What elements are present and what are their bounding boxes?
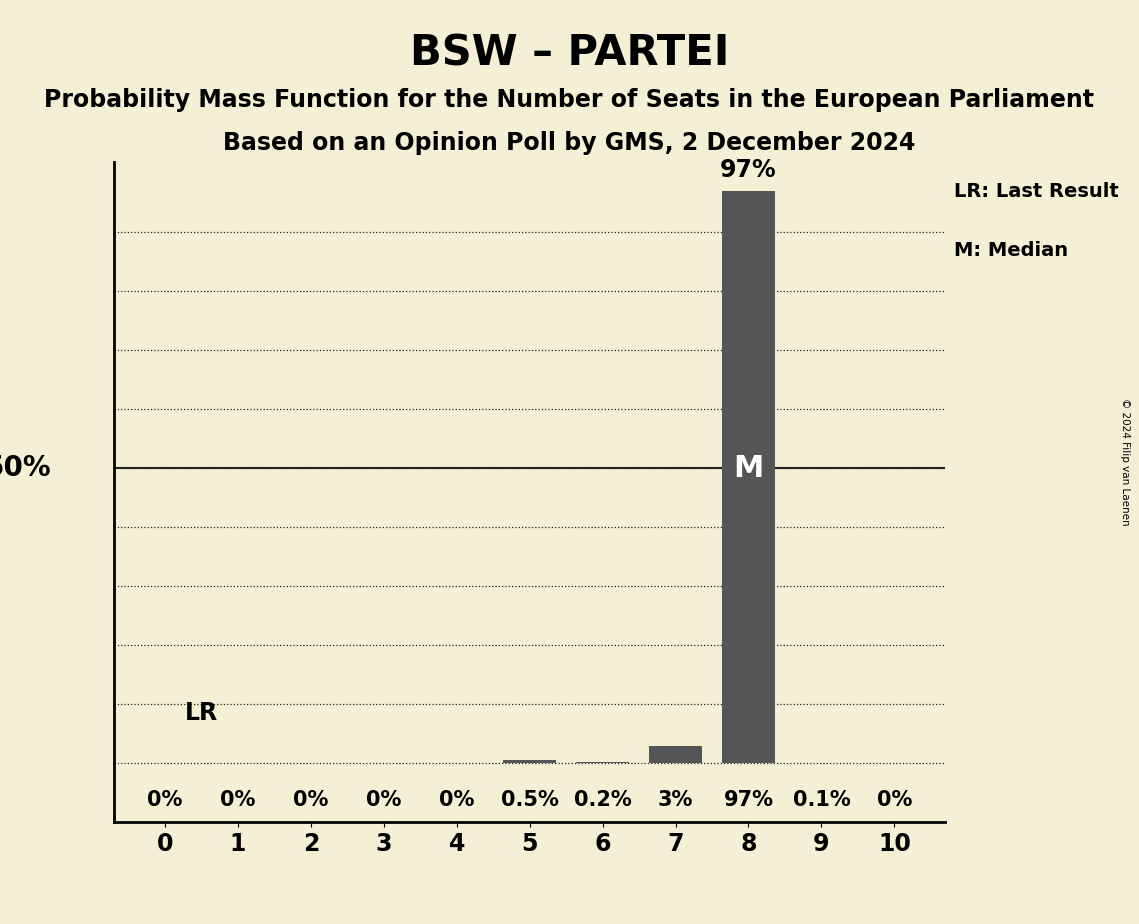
- Text: LR: Last Result: LR: Last Result: [953, 181, 1118, 201]
- Bar: [649, 746, 702, 763]
- Text: 0%: 0%: [439, 790, 474, 810]
- Text: 0%: 0%: [293, 790, 328, 810]
- Text: 0%: 0%: [220, 790, 255, 810]
- Bar: [576, 762, 629, 763]
- Text: © 2024 Filip van Laenen: © 2024 Filip van Laenen: [1121, 398, 1130, 526]
- Text: 50%: 50%: [0, 455, 51, 482]
- Text: 0.1%: 0.1%: [793, 790, 850, 810]
- Text: 0.2%: 0.2%: [574, 790, 631, 810]
- Text: M: Median: M: Median: [953, 241, 1067, 260]
- Text: 0%: 0%: [366, 790, 401, 810]
- Text: Based on an Opinion Poll by GMS, 2 December 2024: Based on an Opinion Poll by GMS, 2 Decem…: [223, 131, 916, 155]
- Text: 0%: 0%: [877, 790, 912, 810]
- Bar: [722, 191, 775, 763]
- Text: LR: LR: [185, 701, 218, 725]
- Bar: [503, 760, 556, 763]
- Text: 0.5%: 0.5%: [501, 790, 558, 810]
- Text: BSW – PARTEI: BSW – PARTEI: [410, 32, 729, 74]
- Text: 0%: 0%: [147, 790, 182, 810]
- Text: 97%: 97%: [720, 158, 777, 182]
- Text: M: M: [734, 454, 763, 483]
- Text: 3%: 3%: [658, 790, 694, 810]
- Text: 97%: 97%: [723, 790, 773, 810]
- Text: Probability Mass Function for the Number of Seats in the European Parliament: Probability Mass Function for the Number…: [44, 88, 1095, 112]
